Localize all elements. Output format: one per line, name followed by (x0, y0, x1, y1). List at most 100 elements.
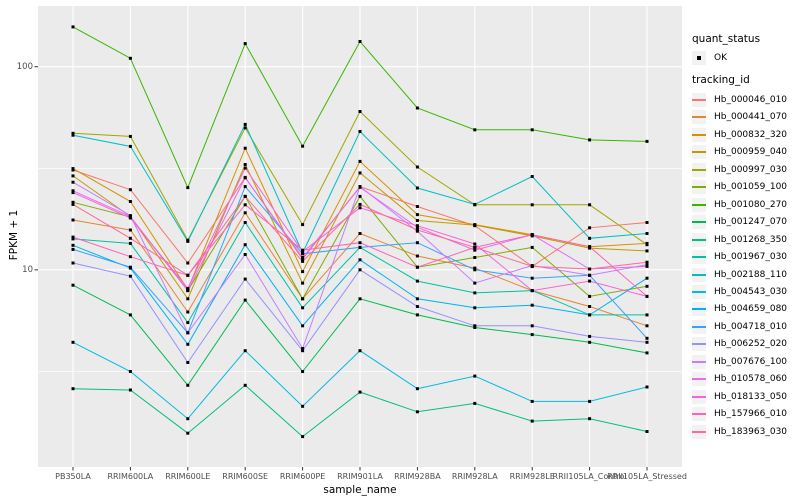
data-point (473, 223, 477, 227)
data-point (645, 263, 649, 267)
legend-color-line (692, 430, 706, 433)
data-point (301, 297, 305, 301)
data-point (415, 106, 419, 110)
data-point (128, 265, 132, 269)
data-point (588, 273, 592, 277)
data-point (358, 232, 362, 235)
legend-key-box (692, 319, 706, 334)
legend-item-label: Hb_004718_010 (714, 321, 788, 332)
data-point (588, 294, 592, 298)
legend-key-box (692, 337, 706, 352)
data-point (186, 342, 190, 346)
legend-item-tracking: Hb_000046_010 (692, 92, 787, 109)
legend-item-label: Hb_001080_270 (714, 199, 788, 210)
data-point (473, 245, 477, 249)
data-point (243, 243, 247, 247)
data-point (415, 225, 419, 229)
legend-item-ok: OK (692, 49, 727, 66)
legend-item-label: Hb_004659_080 (714, 304, 788, 315)
data-point (415, 254, 419, 258)
data-point (415, 224, 419, 228)
data-point (186, 310, 190, 314)
data-point (645, 294, 649, 298)
data-point (588, 417, 592, 421)
legend-item-label: Hb_001967_030 (714, 252, 788, 263)
data-point (473, 326, 477, 329)
legend-item-tracking: Hb_004543_030 (692, 283, 787, 300)
data-point (128, 236, 132, 240)
legend-item-tracking: Hb_183963_030 (692, 423, 787, 440)
legend-key-box (692, 302, 706, 317)
data-point (243, 176, 247, 180)
data-point (301, 370, 305, 373)
data-point (71, 218, 75, 222)
data-point (415, 265, 419, 269)
data-point (128, 370, 132, 373)
data-point (301, 435, 305, 439)
data-point (243, 146, 247, 150)
data-point (530, 276, 534, 280)
data-point (473, 281, 477, 285)
data-point (473, 268, 477, 272)
data-point (473, 256, 477, 259)
legend-item-label: Hb_000046_010 (714, 95, 788, 105)
data-point (358, 185, 362, 189)
data-point (71, 200, 75, 204)
legend-item-tracking: Hb_000997_030 (692, 161, 787, 178)
legend-key-box (692, 424, 706, 439)
legend: quant_status OK tracking_id Hb_000046_01… (690, 0, 800, 500)
legend-key-box (692, 267, 706, 282)
legend-title-quant-status: quant_status (692, 33, 761, 45)
data-point (645, 336, 649, 340)
legend-item-tracking: Hb_000832_320 (692, 126, 787, 143)
data-point (645, 340, 649, 344)
data-point (301, 144, 305, 148)
legend-item-label: Hb_000441_070 (714, 112, 788, 123)
data-point (645, 313, 649, 317)
data-point (473, 242, 477, 246)
data-point (358, 110, 362, 113)
data-point (588, 236, 592, 240)
data-point (415, 213, 419, 217)
data-point (128, 255, 132, 259)
data-point (415, 313, 419, 317)
data-point (358, 349, 362, 353)
data-point (128, 241, 132, 245)
data-point (530, 233, 534, 237)
legend-item-label: Hb_018133_050 (714, 391, 788, 402)
data-point (588, 226, 592, 230)
data-point (473, 291, 477, 295)
data-point (301, 347, 305, 350)
data-point (301, 248, 305, 252)
data-point (645, 260, 649, 264)
data-point (186, 186, 190, 190)
data-point (186, 261, 190, 265)
data-point (128, 134, 132, 138)
data-point (301, 270, 305, 274)
data-point (71, 387, 75, 391)
data-point (530, 264, 534, 268)
legend-key-box (692, 372, 706, 387)
legend-key-box (692, 232, 706, 247)
data-point (530, 333, 534, 337)
data-point (473, 266, 477, 270)
data-point (186, 289, 190, 293)
legend-item-label: Hb_001268_350 (714, 234, 788, 245)
data-point (358, 258, 362, 262)
data-point (128, 188, 132, 192)
data-point (645, 264, 649, 268)
data-point (186, 239, 190, 243)
data-point (301, 257, 305, 261)
data-point (645, 430, 649, 433)
data-point (301, 324, 305, 328)
legend-color-line (692, 186, 706, 189)
data-point (415, 186, 419, 190)
legend-key-box (692, 354, 706, 369)
legend-color-line (692, 413, 706, 416)
data-point (301, 259, 305, 263)
data-point (645, 324, 649, 328)
data-point (415, 279, 419, 283)
data-point (358, 297, 362, 301)
legend-item-tracking: Hb_001247_070 (692, 214, 787, 231)
